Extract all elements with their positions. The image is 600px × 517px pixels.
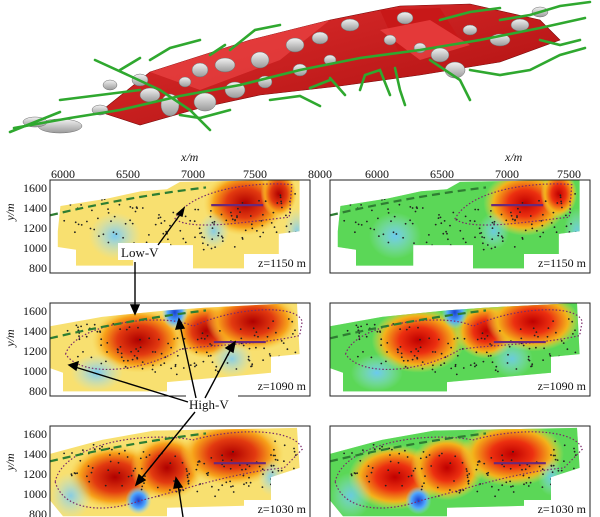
panel-frame (49, 425, 311, 517)
y-tick-label: 1600 (23, 427, 47, 441)
y-tick-label: 800 (29, 261, 47, 275)
low-v-label: Low-V (121, 245, 159, 260)
fault-line (49, 432, 207, 463)
low-velocity-contour (344, 309, 583, 370)
fault-line (49, 186, 207, 217)
low-velocity-contour (454, 183, 573, 226)
x-tick-label: 6000 (51, 167, 75, 181)
depth-label: z=1150 m (538, 256, 587, 270)
x-tick-label: 7500 (243, 167, 267, 181)
x-tick-label: 7000 (495, 167, 519, 181)
panel-frame (49, 302, 311, 397)
y-tick-label: 1000 (23, 487, 47, 501)
depth-label: z=1150 m (258, 256, 307, 270)
low-velocity-contour (334, 431, 583, 509)
x-tick-label: 6500 (116, 167, 140, 181)
low-velocity-contour (64, 309, 303, 370)
panel-frame (329, 179, 591, 274)
low-velocity-contour (54, 431, 303, 509)
y-axis-title-1: y/m (3, 203, 17, 222)
x-axis-title-left: x/m (180, 150, 199, 164)
y-tick-label: 1400 (23, 324, 47, 338)
fault-line (329, 186, 487, 217)
fault-line (329, 309, 487, 340)
y-tick-label: 800 (29, 384, 47, 398)
x-axis-top: x/m x/m 6000 6500 7000 7500 8000 6000 6500 700… (51, 150, 581, 181)
y-tick-label: 1600 (23, 181, 47, 195)
y-tick-label: 1400 (23, 447, 47, 461)
high-v-label: High-V (189, 397, 229, 412)
panel-left-1150: z=1150 m (49, 179, 311, 274)
panel-frame (49, 179, 311, 274)
fault-line (49, 309, 207, 340)
x-tick-label: 7000 (181, 167, 205, 181)
panel-right-1150: z=1150 m (329, 179, 591, 274)
low-velocity-contour (174, 183, 293, 226)
depth-label: z=1090 m (258, 379, 307, 393)
event-points (343, 189, 577, 251)
panel-frame (329, 302, 591, 397)
depth-label: z=1030 m (258, 502, 307, 516)
depth-label: z=1030 m (538, 502, 587, 516)
x-tick-label: 6000 (365, 167, 389, 181)
y-tick-label: 1000 (23, 241, 47, 255)
fault-line (329, 432, 487, 463)
y-tick-label: 1600 (23, 304, 47, 318)
x-tick-label: 7500 (557, 167, 581, 181)
panel-left-1090: z=1090 m (49, 302, 311, 397)
x-axis-title-right: x/m (504, 150, 523, 164)
y-axis-title-2: y/m (3, 329, 17, 348)
y-tick-label: 800 (29, 507, 47, 517)
y-axis-titles: y/m y/m y/m (3, 203, 17, 472)
panel-right-1090: z=1090 m (329, 302, 591, 397)
y-tick-label: 1200 (23, 221, 47, 235)
panel-right-1030: z=1030 m (329, 425, 591, 517)
y-tick-label: 1200 (23, 467, 47, 481)
y-axis-title-3: y/m (3, 453, 17, 472)
panel-frame (329, 425, 591, 517)
panel-left-1030: z=1030 m (49, 425, 311, 517)
3d-orebody-model (8, 0, 592, 134)
y-tick-label: 1400 (23, 201, 47, 215)
x-tick-label: 6500 (430, 167, 454, 181)
y-tick-label: 1200 (23, 344, 47, 358)
depth-label: z=1090 m (538, 379, 587, 393)
annotations: Low-V High-V (67, 206, 238, 517)
x-tick-label: 8000 (308, 167, 332, 181)
y-tick-label: 1000 (23, 364, 47, 378)
